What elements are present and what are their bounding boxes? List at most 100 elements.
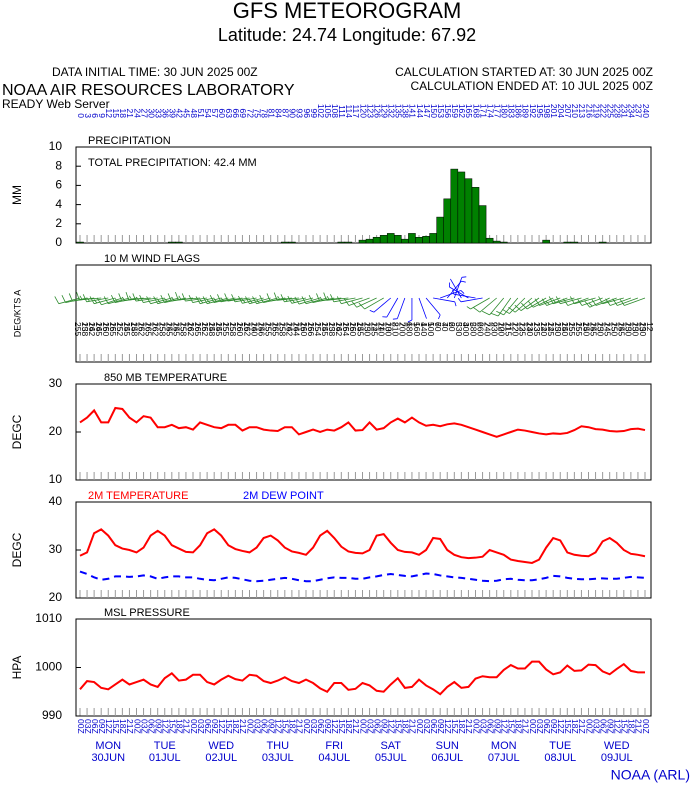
wind-speed-label: 8: [391, 322, 401, 327]
wind-dir-label: 250: [610, 322, 620, 336]
hour-label: 123: [365, 104, 375, 118]
wind-dir-label: 255: [165, 322, 175, 336]
y-tick-label: 10: [49, 472, 63, 486]
hour-label: 12: [104, 109, 114, 119]
time-label: 18Z: [118, 719, 128, 734]
time-label: 15Z: [507, 719, 517, 734]
hour-label: 150: [429, 104, 439, 118]
wind-speed-label: 6: [433, 322, 443, 327]
wind-dir-label: 240: [376, 322, 386, 336]
time-label: 06Z: [316, 719, 326, 734]
wind-speed-label: 12: [511, 322, 521, 332]
calc-ended: CALCULATION ENDED AT: 10 JUL 2025 00Z: [410, 79, 653, 93]
wind-barb: [407, 298, 413, 323]
wind-barb: [301, 296, 328, 305]
wind-dir-label: 255: [271, 322, 281, 336]
y-tick-label: 990: [42, 708, 62, 722]
hour-label: 45: [182, 109, 192, 119]
wind-dir-label: 260: [249, 322, 259, 336]
wind-dir-label: 255: [214, 322, 224, 336]
subtitle: Latitude: 24.74 Longitude: 67.92: [218, 25, 476, 45]
precip-bar: [478, 205, 487, 244]
hour-label: 66: [231, 109, 241, 119]
wind-dir-label: 250: [581, 322, 591, 336]
wind-dir-label: 200: [398, 322, 408, 336]
y-axis-label: HPA: [10, 656, 24, 680]
hour-label: 204: [556, 104, 566, 118]
wind-speed-label: 14: [285, 322, 295, 332]
wind-barb: [209, 294, 236, 303]
hour-label: 222: [598, 104, 608, 118]
wind-barb: [245, 296, 271, 305]
wind-speed-label: 14: [334, 322, 344, 332]
time-label: 21Z: [464, 719, 474, 734]
wind-barb: [527, 297, 554, 308]
date-label: 08JUL: [544, 752, 576, 764]
hour-label: 42: [175, 109, 185, 119]
time-label: 00Z: [302, 719, 312, 734]
wind-speed-label: 14: [172, 322, 182, 332]
hour-label: 120: [358, 104, 368, 118]
y-tick-label: 30: [49, 376, 63, 390]
hour-label: 180: [500, 104, 510, 118]
time-label: 06Z: [203, 719, 213, 734]
day-label: WED: [604, 740, 630, 752]
date-label: 09JUL: [601, 752, 633, 764]
hour-label: 240: [641, 104, 651, 118]
time-label: 03Z: [535, 719, 545, 734]
hour-label: 81: [266, 109, 276, 119]
time-label: 09Z: [379, 719, 389, 734]
day-label: TUE: [549, 740, 571, 752]
precip-bar: [471, 187, 480, 244]
day-label: SAT: [380, 740, 401, 752]
wind-dir-label: 265: [193, 322, 203, 336]
time-label: 09Z: [266, 719, 276, 734]
wind-dir-label: 256: [256, 322, 266, 336]
time-label: 12Z: [556, 719, 566, 734]
time-label: 00Z: [189, 719, 199, 734]
legend-entry: 2M TEMPERATURE: [88, 490, 188, 502]
time-label: 15Z: [563, 719, 573, 734]
precip-bar: [372, 236, 381, 244]
wind-speed-label: 14: [94, 322, 104, 332]
panel-title: 10 M WIND FLAGS: [104, 253, 200, 265]
wind-dir-label: 250: [624, 322, 634, 336]
hour-label: 126: [372, 104, 382, 118]
wind-dir-label: 255: [320, 322, 330, 336]
wind-dir-label: 230: [525, 322, 535, 336]
hour-label: 216: [584, 104, 594, 118]
wind-speed-label: 7: [482, 322, 492, 327]
wind-barb: [96, 297, 123, 306]
wind-barb: [175, 291, 201, 301]
wind-dir-label: 215: [504, 322, 514, 336]
wind-dir-label: 262: [136, 322, 146, 336]
hour-label: 189: [521, 104, 531, 118]
wind-speed-label: 12: [546, 322, 556, 332]
wind-barb: [330, 294, 356, 303]
time-label: 18Z: [344, 719, 354, 734]
hour-label: 144: [415, 104, 425, 118]
hour-label: 18: [118, 109, 128, 119]
panel-frame: [75, 383, 652, 481]
hour-label: 171: [478, 104, 488, 118]
hour-label: 177: [492, 104, 502, 118]
time-label: 21Z: [295, 719, 305, 734]
wind-speed-label: 13: [553, 322, 563, 332]
y-axis-label: DEG/KTS A: [12, 290, 22, 338]
wind-dir-label: 250: [595, 322, 605, 336]
wind-barb: [425, 297, 441, 320]
hour-label: 225: [605, 104, 615, 118]
wind-dir-label: 255: [617, 322, 627, 336]
time-label: 00Z: [641, 719, 651, 734]
wind-dir-label: 40: [440, 322, 450, 332]
title: GFS METEOROGRAM: [233, 0, 462, 23]
y-tick-label: 2: [55, 216, 62, 230]
wind-speed-label: 16: [235, 322, 245, 332]
series-line: [79, 660, 645, 696]
wind-speed-label: 5: [454, 322, 464, 327]
time-label: 18Z: [514, 719, 524, 734]
wind-speed-label: 6: [447, 322, 457, 327]
day-label: WED: [208, 740, 234, 752]
y-axis-label: MM: [10, 185, 24, 205]
wind-barb: [548, 296, 575, 305]
